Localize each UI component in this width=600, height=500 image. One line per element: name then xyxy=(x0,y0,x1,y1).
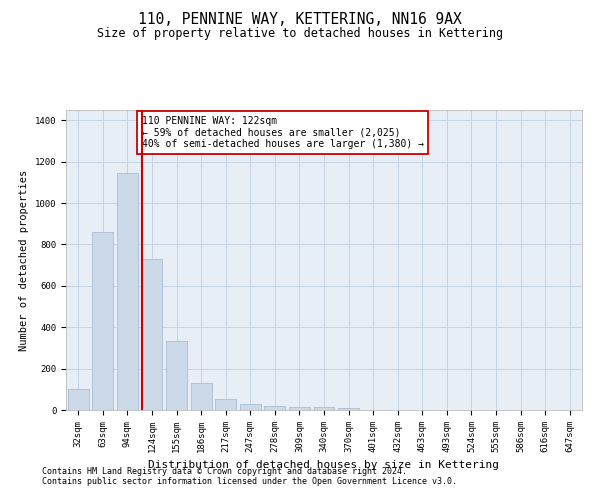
Bar xyxy=(92,232,113,410)
Bar xyxy=(142,259,163,410)
Text: Contains HM Land Registry data © Crown copyright and database right 2024.: Contains HM Land Registry data © Crown c… xyxy=(42,467,407,476)
Bar xyxy=(166,340,187,410)
Bar xyxy=(68,390,89,410)
Bar xyxy=(265,406,286,410)
Text: 110 PENNINE WAY: 122sqm
← 59% of detached houses are smaller (2,025)
40% of semi: 110 PENNINE WAY: 122sqm ← 59% of detache… xyxy=(142,116,424,149)
Bar xyxy=(117,173,138,410)
Bar xyxy=(338,408,359,410)
Bar xyxy=(240,404,261,410)
Text: Size of property relative to detached houses in Kettering: Size of property relative to detached ho… xyxy=(97,28,503,40)
Bar xyxy=(289,407,310,410)
Text: Contains public sector information licensed under the Open Government Licence v3: Contains public sector information licen… xyxy=(42,477,457,486)
X-axis label: Distribution of detached houses by size in Kettering: Distribution of detached houses by size … xyxy=(149,460,499,470)
Bar xyxy=(215,398,236,410)
Y-axis label: Number of detached properties: Number of detached properties xyxy=(19,170,29,350)
Text: 110, PENNINE WAY, KETTERING, NN16 9AX: 110, PENNINE WAY, KETTERING, NN16 9AX xyxy=(138,12,462,28)
Bar xyxy=(191,383,212,410)
Bar xyxy=(314,407,334,410)
